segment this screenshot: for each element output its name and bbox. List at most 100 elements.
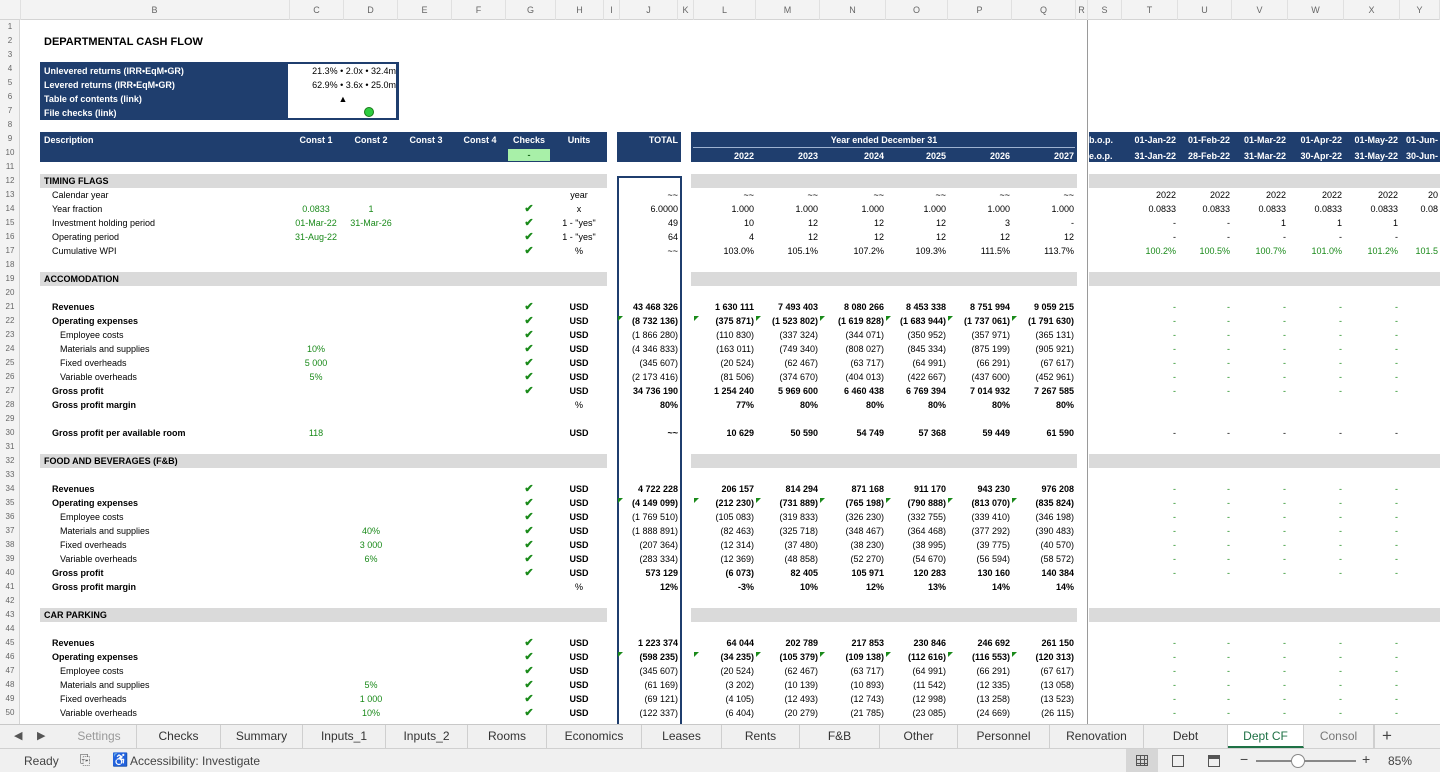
month-value[interactable]: - (1395, 652, 1398, 662)
tab-economics[interactable]: Economics (547, 725, 642, 748)
column-header-t[interactable]: T (1122, 0, 1178, 20)
month-value[interactable] (1400, 384, 1438, 398)
year-value[interactable]: 1.000 (1051, 204, 1074, 214)
year-value[interactable]: 12 (807, 232, 818, 242)
year-value[interactable]: (845 334) (907, 344, 946, 354)
month-value[interactable] (1400, 230, 1438, 244)
year-value[interactable]: 9 059 215 (1033, 302, 1074, 312)
tab-summary[interactable]: Summary (221, 725, 303, 748)
month-value[interactable]: 0.0833 (1314, 204, 1342, 214)
year-value[interactable]: (375 871) (715, 316, 754, 326)
month-value[interactable] (1400, 552, 1438, 566)
month-value[interactable]: - (1339, 302, 1342, 312)
year-value[interactable]: 7 493 403 (777, 302, 818, 312)
year-value[interactable]: (813 070) (971, 498, 1010, 508)
year-value[interactable]: 77% (735, 400, 754, 410)
tab-f-b[interactable]: F&B (800, 725, 880, 748)
month-value[interactable]: - (1339, 330, 1342, 340)
month-value[interactable]: - (1283, 316, 1286, 326)
tab-consol[interactable]: Consol (1304, 725, 1374, 748)
year-value[interactable]: (34 235) (720, 652, 754, 662)
month-value[interactable] (1400, 370, 1438, 384)
const1-value[interactable]: 31-Aug-22 (294, 232, 338, 242)
year-value[interactable]: 57 368 (918, 428, 946, 438)
month-value[interactable]: 0.0833 (1148, 204, 1176, 214)
row-header[interactable]: 45 (5, 638, 15, 647)
month-value[interactable]: - (1339, 666, 1342, 676)
column-header-r[interactable]: R (1076, 0, 1088, 20)
year-value[interactable]: 107.2% (853, 246, 884, 256)
toc-link-icon[interactable]: ▲ (338, 94, 348, 104)
year-value[interactable]: (731 889) (779, 498, 818, 508)
year-value[interactable]: (66 291) (976, 666, 1010, 676)
tab-scroll-right-icon[interactable]: ▶ (37, 730, 46, 742)
row-header[interactable]: 2 (7, 36, 13, 45)
month-value[interactable]: 0.0833 (1258, 204, 1286, 214)
month-value[interactable]: - (1283, 330, 1286, 340)
year-value[interactable]: (905 921) (1035, 344, 1074, 354)
year-value[interactable]: 1.000 (861, 204, 884, 214)
month-value[interactable]: 1 (1336, 218, 1342, 228)
month-value[interactable]: 101.0% (1311, 246, 1342, 256)
column-header-i[interactable]: I (604, 0, 620, 20)
column-header-k[interactable]: K (678, 0, 694, 20)
year-value[interactable]: (20 524) (720, 358, 754, 368)
month-value[interactable]: 0.0833 (1202, 204, 1230, 214)
year-value[interactable]: (344 071) (845, 330, 884, 340)
const2-value[interactable]: 40% (361, 526, 380, 536)
const1-value[interactable]: 10% (306, 344, 325, 354)
month-value[interactable]: 1 (1392, 218, 1398, 228)
year-value[interactable]: 61 590 (1046, 428, 1074, 438)
tab-inputs-1[interactable]: Inputs_1 (303, 725, 386, 748)
file-checks-status-icon[interactable] (364, 107, 374, 117)
year-value[interactable]: 130 160 (977, 568, 1010, 578)
year-value[interactable]: 6 769 394 (905, 386, 946, 396)
month-value[interactable]: - (1173, 218, 1176, 228)
month-value[interactable]: 20 (1427, 190, 1438, 200)
year-value[interactable]: 206 157 (721, 484, 754, 494)
const2-value[interactable]: 1 000 (359, 694, 383, 704)
row-header[interactable]: 50 (5, 708, 15, 717)
row-header[interactable]: 49 (5, 694, 15, 703)
year-value[interactable]: ~~ (1063, 190, 1074, 200)
month-value[interactable]: 100.7% (1255, 246, 1286, 256)
month-value[interactable]: - (1227, 358, 1230, 368)
month-value[interactable]: - (1173, 512, 1176, 522)
year-value[interactable]: (63 717) (850, 666, 884, 676)
year-value[interactable]: 12 (1063, 232, 1074, 242)
column-header-x[interactable]: X (1344, 0, 1400, 20)
year-value[interactable]: (39 775) (976, 540, 1010, 550)
sheet-view-icon[interactable]: ⎘ (80, 752, 91, 767)
year-value[interactable]: 12 (935, 232, 946, 242)
month-value[interactable]: - (1395, 302, 1398, 312)
column-header-d[interactable]: D (344, 0, 398, 20)
accessibility-status[interactable]: Accessibility: Investigate (130, 754, 261, 768)
column-header-f[interactable]: F (452, 0, 506, 20)
const2-value[interactable]: 3 000 (359, 540, 383, 550)
month-value[interactable]: - (1339, 652, 1342, 662)
month-value[interactable]: - (1395, 526, 1398, 536)
month-value[interactable]: - (1227, 554, 1230, 564)
year-value[interactable]: (1 619 828) (837, 316, 884, 326)
year-value[interactable]: (105 083) (715, 512, 754, 522)
month-value[interactable] (1400, 538, 1438, 552)
year-value[interactable]: 50 590 (790, 428, 818, 438)
year-value[interactable]: (12 493) (784, 694, 818, 704)
year-value[interactable]: 12 (999, 232, 1010, 242)
month-value[interactable]: - (1173, 316, 1176, 326)
year-value[interactable]: 1.000 (795, 204, 818, 214)
month-value[interactable]: - (1173, 498, 1176, 508)
month-value[interactable] (1400, 650, 1438, 664)
year-value[interactable]: (10 893) (850, 680, 884, 690)
year-value[interactable]: (346 198) (1035, 512, 1074, 522)
month-value[interactable]: - (1283, 302, 1286, 312)
year-value[interactable]: 59 449 (982, 428, 1010, 438)
column-header-c[interactable]: C (290, 0, 344, 20)
year-value[interactable]: (20 524) (720, 666, 754, 676)
month-value[interactable] (1400, 356, 1438, 370)
month-value[interactable]: - (1395, 694, 1398, 704)
month-value[interactable]: - (1395, 708, 1398, 718)
year-value[interactable]: 5 969 600 (777, 386, 818, 396)
column-header-v[interactable]: V (1232, 0, 1288, 20)
row-header[interactable]: 10 (5, 148, 15, 157)
